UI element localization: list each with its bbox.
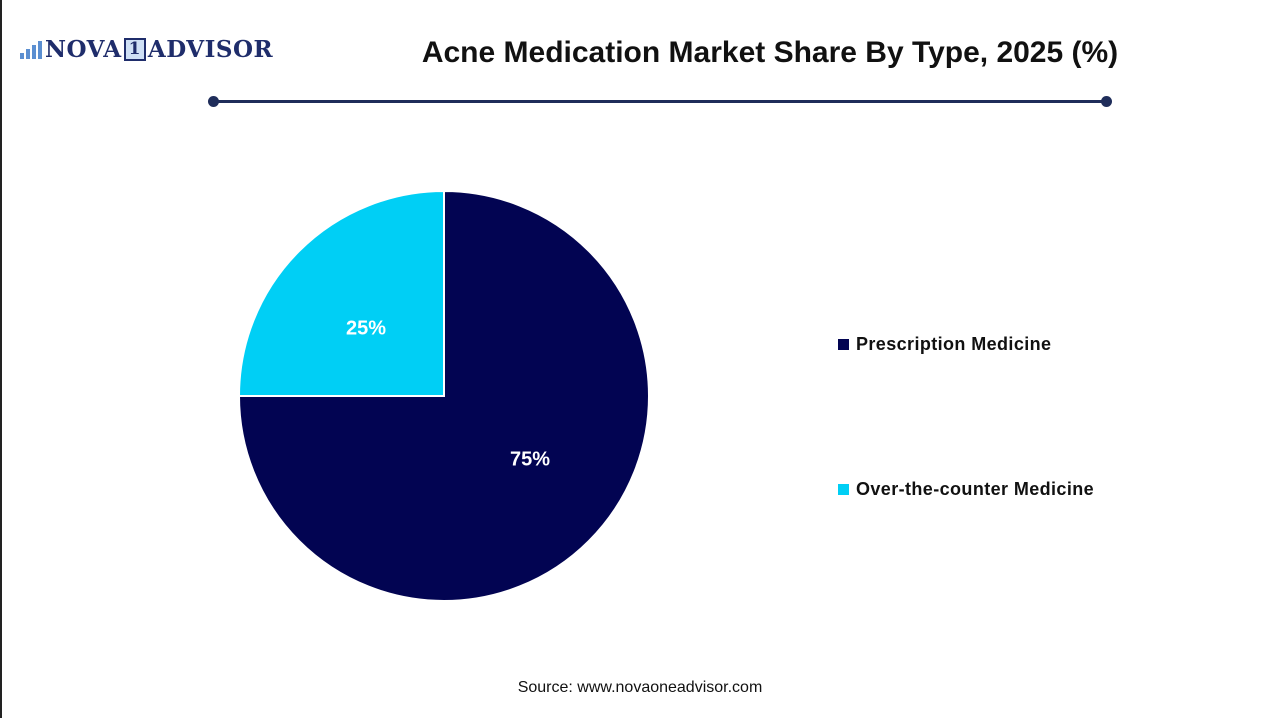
logo-text-advisor: ADVISOR (147, 36, 274, 63)
rule-right-dot (1101, 96, 1112, 107)
legend-label: Prescription Medicine (856, 334, 1052, 354)
logo-text-one: 1 (123, 38, 146, 61)
slice-label-otc: 25% (345, 317, 387, 340)
logo-text-nova: NOVA (45, 36, 122, 63)
bar-chart-logo-icon (20, 40, 42, 59)
pie-slice-otc[interactable] (237, 189, 445, 397)
legend-swatch-icon (838, 484, 849, 495)
chart-title: Acne Medication Market Share By Type, 20… (421, 36, 1119, 69)
legend-swatch-icon (838, 339, 849, 350)
legend-item-prescription[interactable]: Prescription Medicine (838, 334, 1051, 355)
title-divider (213, 100, 1106, 103)
nova-advisor-logo: NOVA 1 ADVISOR (20, 36, 273, 63)
slice-label-prescription: 75% (509, 448, 551, 471)
legend-label: Over-the-counter Medicine (856, 479, 1095, 499)
source-note: Source: www.novaoneadvisor.com (517, 679, 763, 696)
legend-item-otc[interactable]: Over-the-counter Medicine (838, 479, 1094, 500)
